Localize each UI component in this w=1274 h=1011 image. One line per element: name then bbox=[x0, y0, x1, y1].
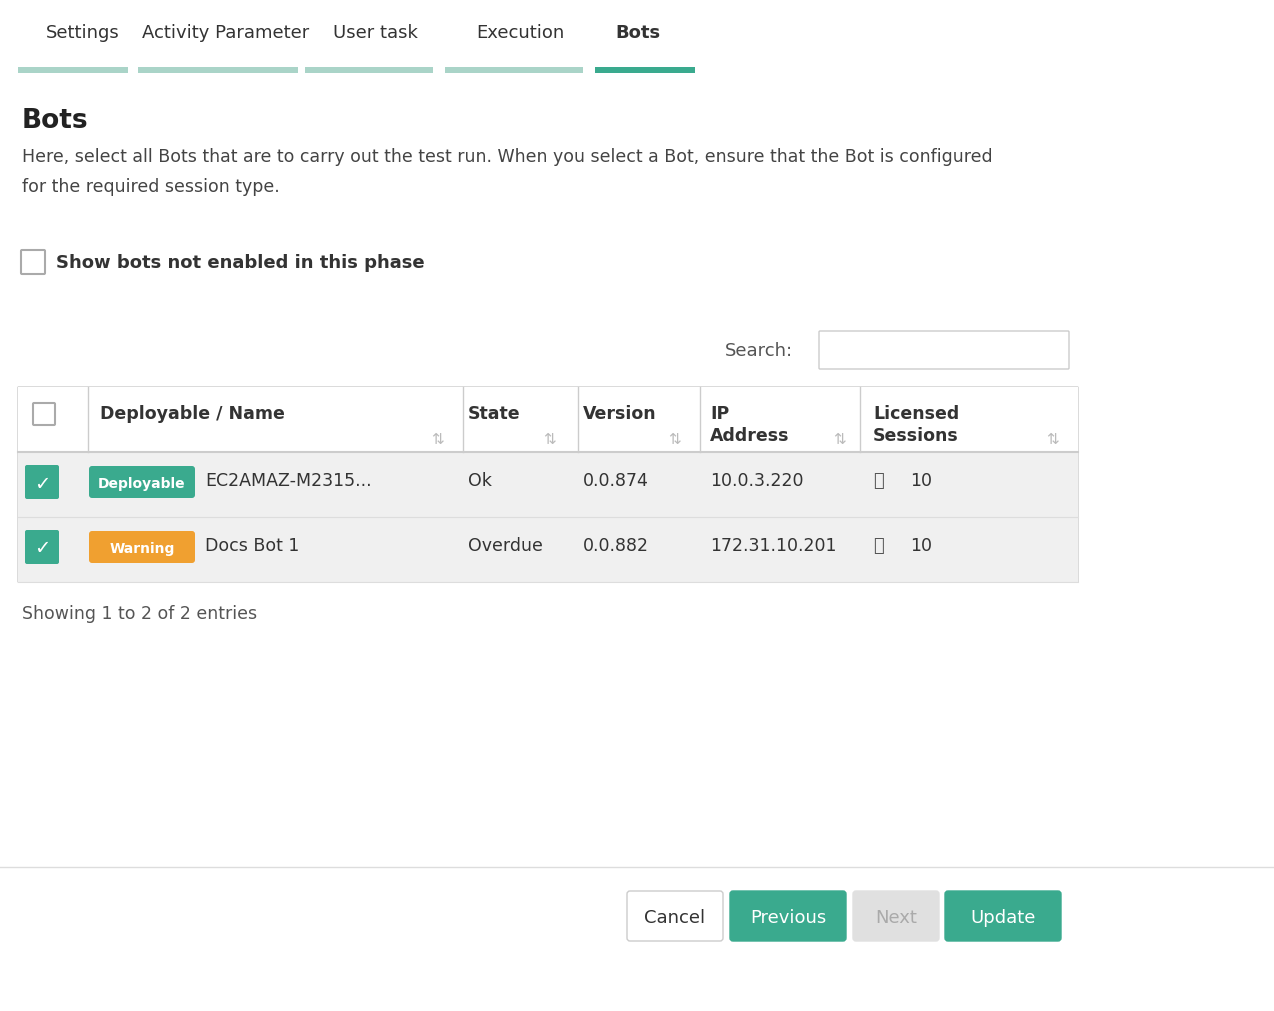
Text: ⇅: ⇅ bbox=[1047, 432, 1060, 447]
Text: Version: Version bbox=[583, 404, 656, 423]
Text: Ok: Ok bbox=[468, 471, 492, 489]
Text: Sessions: Sessions bbox=[873, 427, 959, 445]
FancyBboxPatch shape bbox=[89, 466, 195, 498]
FancyBboxPatch shape bbox=[25, 465, 59, 499]
FancyBboxPatch shape bbox=[304, 68, 433, 74]
Text: ✓: ✓ bbox=[34, 539, 50, 558]
Text: Update: Update bbox=[971, 908, 1036, 926]
FancyBboxPatch shape bbox=[18, 387, 1078, 453]
Text: 0.0.874: 0.0.874 bbox=[583, 471, 648, 489]
Text: Activity Parameter: Activity Parameter bbox=[141, 24, 310, 42]
Text: Overdue: Overdue bbox=[468, 537, 543, 554]
Text: Bots: Bots bbox=[615, 24, 660, 42]
FancyBboxPatch shape bbox=[627, 891, 724, 941]
FancyBboxPatch shape bbox=[20, 251, 45, 275]
Text: Deployable: Deployable bbox=[98, 476, 186, 490]
FancyBboxPatch shape bbox=[945, 891, 1061, 941]
Text: Cancel: Cancel bbox=[645, 908, 706, 926]
FancyBboxPatch shape bbox=[138, 68, 298, 74]
Text: Previous: Previous bbox=[750, 908, 826, 926]
Text: ⛨: ⛨ bbox=[873, 471, 884, 489]
Text: 10: 10 bbox=[910, 537, 933, 554]
Text: 10: 10 bbox=[910, 471, 933, 489]
FancyBboxPatch shape bbox=[33, 403, 55, 426]
Text: 172.31.10.201: 172.31.10.201 bbox=[710, 537, 837, 554]
Text: ⇅: ⇅ bbox=[544, 432, 557, 447]
Text: User task: User task bbox=[333, 24, 418, 42]
Text: Showing 1 to 2 of 2 entries: Showing 1 to 2 of 2 entries bbox=[22, 605, 257, 623]
Text: Next: Next bbox=[875, 908, 917, 926]
FancyBboxPatch shape bbox=[25, 531, 59, 564]
FancyBboxPatch shape bbox=[18, 518, 1078, 582]
FancyBboxPatch shape bbox=[18, 453, 1078, 518]
Text: Bots: Bots bbox=[22, 108, 89, 133]
Text: 0.0.882: 0.0.882 bbox=[583, 537, 648, 554]
Text: for the required session type.: for the required session type. bbox=[22, 178, 280, 196]
Text: ✓: ✓ bbox=[34, 474, 50, 493]
Text: Docs Bot 1: Docs Bot 1 bbox=[205, 537, 299, 554]
Text: State: State bbox=[468, 404, 521, 423]
Text: Deployable / Name: Deployable / Name bbox=[99, 404, 285, 423]
Text: ⇅: ⇅ bbox=[669, 432, 682, 447]
FancyBboxPatch shape bbox=[89, 532, 195, 563]
FancyBboxPatch shape bbox=[730, 891, 846, 941]
Text: 10.0.3.220: 10.0.3.220 bbox=[710, 471, 804, 489]
Text: Execution: Execution bbox=[476, 24, 564, 42]
Text: Licensed: Licensed bbox=[873, 404, 959, 423]
Text: EC2AMAZ-M2315...: EC2AMAZ-M2315... bbox=[205, 471, 372, 489]
Text: Address: Address bbox=[710, 427, 790, 445]
Text: Here, select all Bots that are to carry out the test run. When you select a Bot,: Here, select all Bots that are to carry … bbox=[22, 148, 992, 166]
FancyBboxPatch shape bbox=[445, 68, 583, 74]
FancyBboxPatch shape bbox=[819, 332, 1069, 370]
Text: ⇅: ⇅ bbox=[833, 432, 846, 447]
FancyBboxPatch shape bbox=[18, 68, 127, 74]
Text: Search:: Search: bbox=[725, 342, 794, 360]
Text: Warning: Warning bbox=[110, 542, 175, 555]
Text: ⇅: ⇅ bbox=[432, 432, 445, 447]
Text: Show bots not enabled in this phase: Show bots not enabled in this phase bbox=[56, 254, 424, 272]
Text: Settings: Settings bbox=[46, 24, 120, 42]
FancyBboxPatch shape bbox=[595, 68, 696, 74]
Text: IP: IP bbox=[710, 404, 729, 423]
FancyBboxPatch shape bbox=[854, 891, 939, 941]
Text: ⛨: ⛨ bbox=[873, 537, 884, 554]
